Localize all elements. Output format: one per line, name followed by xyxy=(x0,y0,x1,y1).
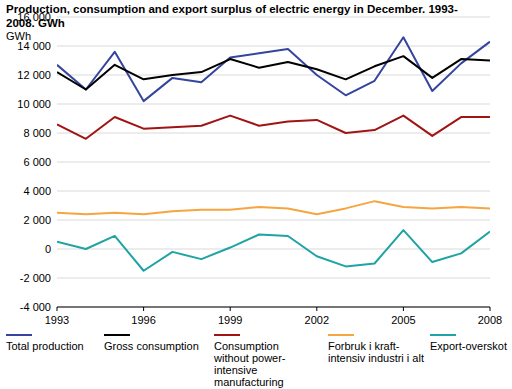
y-tick-label: 14 000 xyxy=(17,40,51,52)
y-tick-label: 4 000 xyxy=(23,185,51,197)
grid-line xyxy=(57,220,490,221)
x-tick-label: 2005 xyxy=(391,314,415,326)
x-tick-label: 2008 xyxy=(478,314,502,326)
legend-item: Gross consumption xyxy=(104,334,204,352)
legend-label: Forbruk i kraft-intensiv industri i alt xyxy=(328,340,428,364)
grid-line xyxy=(57,162,490,163)
grid-line xyxy=(57,191,490,192)
y-tick-label: 10 000 xyxy=(17,98,51,110)
series-line xyxy=(57,201,490,214)
y-tick-label: 12 000 xyxy=(17,69,51,81)
x-tick xyxy=(403,307,404,311)
y-tick-label: -2 000 xyxy=(20,272,51,284)
grid-line xyxy=(57,249,490,250)
x-tick xyxy=(490,307,491,311)
legend-swatch xyxy=(6,334,32,336)
y-tick-label: 6 000 xyxy=(23,156,51,168)
y-tick-label: 8 000 xyxy=(23,127,51,139)
y-tick-label: 16 000 xyxy=(17,11,51,23)
grid-line xyxy=(57,104,490,105)
legend-swatch xyxy=(214,334,240,336)
x-tick-label: 2002 xyxy=(305,314,329,326)
x-tick-label: 1996 xyxy=(131,314,155,326)
grid-line xyxy=(57,46,490,47)
x-tick xyxy=(143,307,144,311)
plot-area xyxy=(57,37,490,270)
legend-swatch xyxy=(328,334,354,336)
x-tick-label: 1999 xyxy=(218,314,242,326)
grid-line xyxy=(57,278,490,279)
y-tick-label: -4 000 xyxy=(20,301,51,313)
legend-label: Gross consumption xyxy=(104,340,204,352)
legend-swatch xyxy=(104,334,130,336)
y-tick-label: 2 000 xyxy=(23,214,51,226)
grid-line xyxy=(57,17,490,18)
y-tick-label: 0 xyxy=(45,243,51,255)
title: Production, consumption and export surpl… xyxy=(6,2,476,30)
x-tick xyxy=(57,307,58,311)
legend-item: Consumption without power-intensive manu… xyxy=(214,334,314,388)
legend-swatch xyxy=(430,334,456,336)
chart: GWh-4 000-2 00002 0004 0006 0008 00010 0… xyxy=(0,0,512,389)
grid-line xyxy=(57,75,490,76)
legend-item: Forbruk i kraft-intensiv industri i alt xyxy=(328,334,428,364)
series-line xyxy=(57,116,490,139)
legend-label: Total production xyxy=(6,340,106,352)
legend-label: Export-overskot xyxy=(430,340,512,352)
x-tick xyxy=(316,307,317,311)
series-line xyxy=(57,37,490,101)
legend-item: Total production xyxy=(6,334,106,352)
grid-line xyxy=(57,307,490,308)
x-tick xyxy=(230,307,231,311)
series-line xyxy=(57,230,490,271)
x-tick-label: 1993 xyxy=(45,314,69,326)
grid-line xyxy=(57,133,490,134)
legend-label: Consumption without power-intensive manu… xyxy=(214,340,314,388)
legend-item: Export-overskot xyxy=(430,334,512,352)
x-axis xyxy=(57,307,490,308)
series-line xyxy=(57,56,490,89)
